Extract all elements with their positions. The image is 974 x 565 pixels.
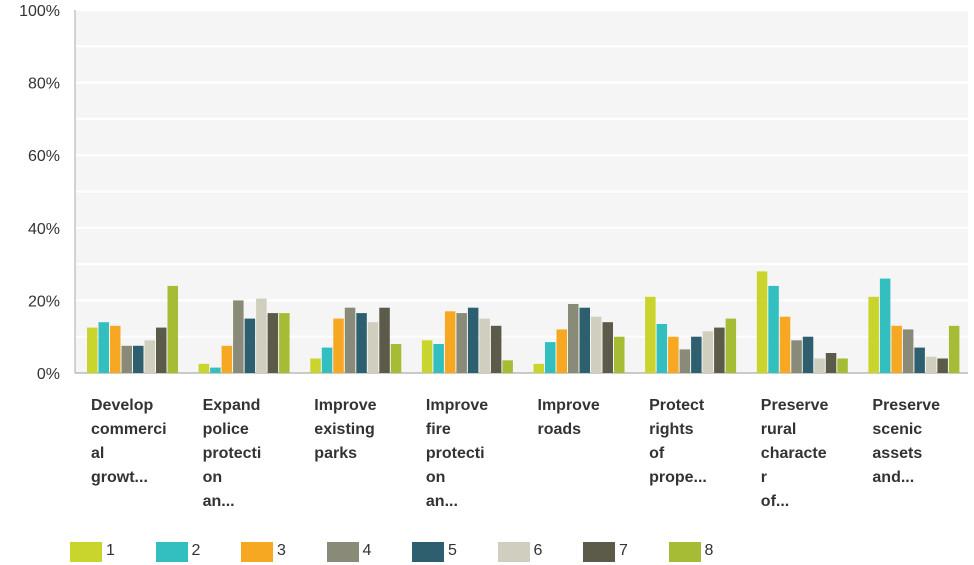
bar-series-2 <box>768 285 779 373</box>
bar-series-6 <box>256 298 267 373</box>
bar-series-7 <box>714 327 725 373</box>
bar-series-4 <box>456 313 467 373</box>
x-category-label: Protect rights of prope... <box>649 397 707 486</box>
bar-series-5 <box>691 336 702 373</box>
bar-series-2 <box>210 367 221 373</box>
bar-series-5 <box>914 347 925 373</box>
bar-series-2 <box>656 324 668 373</box>
bar-series-3 <box>110 325 121 373</box>
bar-series-5 <box>356 313 367 373</box>
x-category-label: Preserve scenic assets and... <box>872 397 941 486</box>
legend-swatch <box>668 542 701 562</box>
y-tick-label: 40% <box>28 221 60 238</box>
bar-series-3 <box>221 345 233 373</box>
legend-label: 1 <box>106 542 115 559</box>
bar-series-1 <box>310 358 321 373</box>
bar-series-6 <box>814 358 825 373</box>
bar-series-2 <box>433 344 444 373</box>
x-category-label: Develop commerci al growt... <box>91 397 167 486</box>
legend-swatch <box>70 542 102 562</box>
bar-series-1 <box>198 363 210 373</box>
legend-label: 6 <box>533 542 543 559</box>
bar-series-5 <box>467 307 479 373</box>
bar-series-8 <box>279 313 290 373</box>
bar-series-1 <box>645 296 656 373</box>
legend-swatch <box>155 542 188 562</box>
bar-series-5 <box>579 307 590 373</box>
bar-series-6 <box>479 318 490 373</box>
bar-series-7 <box>602 322 613 373</box>
bar-series-1 <box>533 363 544 373</box>
bar-series-3 <box>333 318 344 373</box>
x-category-label: Preserve rural characte r of... <box>760 397 829 510</box>
legend-label: 3 <box>277 542 286 559</box>
legend-label: 5 <box>448 542 457 559</box>
bar-series-7 <box>825 353 837 373</box>
legend-label: 4 <box>362 542 372 559</box>
x-category-label: Expand police protecti on an... <box>202 397 262 510</box>
bar-series-6 <box>144 340 155 373</box>
bar-series-7 <box>937 358 948 373</box>
bar-series-3 <box>891 325 902 373</box>
bar-series-6 <box>702 331 714 373</box>
bar-series-8 <box>502 360 513 373</box>
y-axis-ticks: 0% 20% 40% 60% 80% 100% <box>19 3 60 383</box>
bar-series-4 <box>679 349 691 373</box>
legend-label: 7 <box>619 542 628 559</box>
bar-series-6 <box>591 316 602 373</box>
bar-series-4 <box>791 340 802 373</box>
y-tick-label: 60% <box>28 148 60 165</box>
bar-series-1 <box>756 271 768 373</box>
bar-series-5 <box>244 318 256 373</box>
bar-series-3 <box>779 316 791 373</box>
bar-series-8 <box>837 358 848 373</box>
x-category-label: Improve existing parks <box>314 397 377 462</box>
bar-series-4 <box>344 307 356 373</box>
bar-series-7 <box>267 313 279 373</box>
legend-swatch <box>326 542 359 562</box>
bar-series-1 <box>868 296 879 373</box>
bar-series-2 <box>545 342 556 373</box>
legend-swatch <box>583 542 615 562</box>
bar-series-6 <box>367 322 379 373</box>
bar-series-3 <box>668 336 679 373</box>
bar-series-8 <box>614 336 625 373</box>
bar-series-5 <box>802 336 814 373</box>
bar-series-1 <box>421 340 433 373</box>
bar-series-8 <box>390 344 402 373</box>
bar-series-3 <box>444 311 456 373</box>
bar-series-7 <box>379 307 390 373</box>
bar-series-8 <box>725 318 737 373</box>
bar-series-4 <box>568 304 579 373</box>
y-tick-label: 100% <box>19 3 60 20</box>
bar-series-4 <box>902 329 914 373</box>
bar-series-2 <box>321 347 333 373</box>
bar-series-2 <box>879 278 891 373</box>
legend-swatch <box>497 542 530 562</box>
bars <box>87 271 960 373</box>
y-tick-label: 0% <box>37 366 60 383</box>
legend-swatch <box>412 542 444 562</box>
bar-series-8 <box>167 285 178 373</box>
bar-series-3 <box>556 329 567 373</box>
bar-series-7 <box>156 327 167 373</box>
bar-series-4 <box>121 345 132 373</box>
y-tick-label: 20% <box>28 293 60 310</box>
bar-series-2 <box>98 322 109 373</box>
legend-label: 2 <box>191 542 201 559</box>
y-tick-label: 80% <box>28 76 60 93</box>
legend-swatch <box>241 542 273 562</box>
bar-series-8 <box>948 325 960 373</box>
x-category-label: Improve fire protecti on an... <box>425 397 489 510</box>
bar-series-7 <box>490 325 502 373</box>
x-category-label: Improve roads <box>537 397 600 438</box>
bar-series-6 <box>925 356 937 373</box>
legend-label: 8 <box>704 542 714 559</box>
gridlines <box>75 9 968 374</box>
bar-series-5 <box>133 345 144 373</box>
bar-series-4 <box>233 300 244 373</box>
bar-series-1 <box>87 327 98 373</box>
